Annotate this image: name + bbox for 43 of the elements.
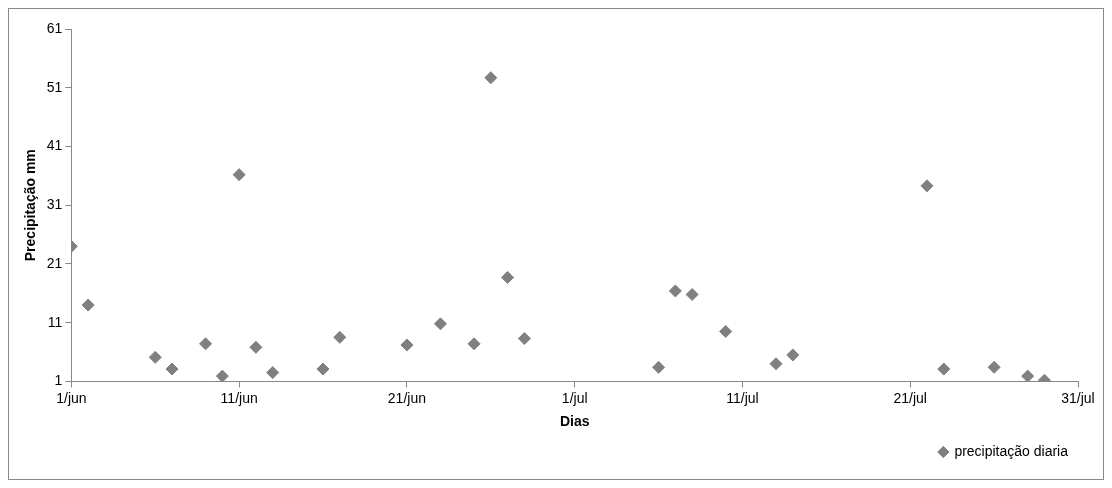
y-tick-label: 61 xyxy=(46,19,63,36)
x-tick-label: 21/jul xyxy=(893,389,927,406)
point xyxy=(148,350,162,364)
point xyxy=(199,337,213,351)
point xyxy=(652,360,666,374)
point xyxy=(685,287,699,301)
x-tick-label: 1/jun xyxy=(56,389,87,406)
x-tick-label: 11/jul xyxy=(726,389,759,406)
point xyxy=(215,369,229,382)
y-tick-label: 1 xyxy=(54,372,63,389)
point xyxy=(937,362,951,376)
legend-label: precipitação diaria xyxy=(954,442,1069,459)
point xyxy=(232,168,246,182)
y-tick-label: 31 xyxy=(46,196,63,213)
x-axis-title: Dias xyxy=(559,413,590,430)
x-tick-label: 31/jul xyxy=(1061,389,1095,406)
y-axis-title: Precipitação mm xyxy=(22,149,39,262)
point xyxy=(987,360,1001,374)
point xyxy=(316,362,330,376)
point xyxy=(484,71,498,85)
point xyxy=(517,332,531,346)
point xyxy=(433,317,447,331)
x-tick-label: 1/jul xyxy=(561,389,588,406)
x-tick-label: 11/jun xyxy=(220,389,258,406)
y-tick-label: 11 xyxy=(47,313,63,330)
point xyxy=(266,366,280,380)
point xyxy=(400,338,414,352)
point xyxy=(920,179,934,193)
point xyxy=(668,284,682,298)
y-tick-label: 21 xyxy=(46,254,63,271)
point xyxy=(786,348,800,362)
y-tick-label: 51 xyxy=(46,78,63,95)
point xyxy=(769,357,783,371)
point xyxy=(333,330,347,344)
point xyxy=(719,324,733,338)
point xyxy=(501,270,515,284)
y-tick-label: 41 xyxy=(46,137,63,154)
point xyxy=(165,362,179,376)
point xyxy=(81,298,95,312)
x-tick-label: 21/jun xyxy=(387,389,426,406)
point xyxy=(467,337,481,351)
point xyxy=(249,340,263,354)
point xyxy=(1021,369,1035,382)
